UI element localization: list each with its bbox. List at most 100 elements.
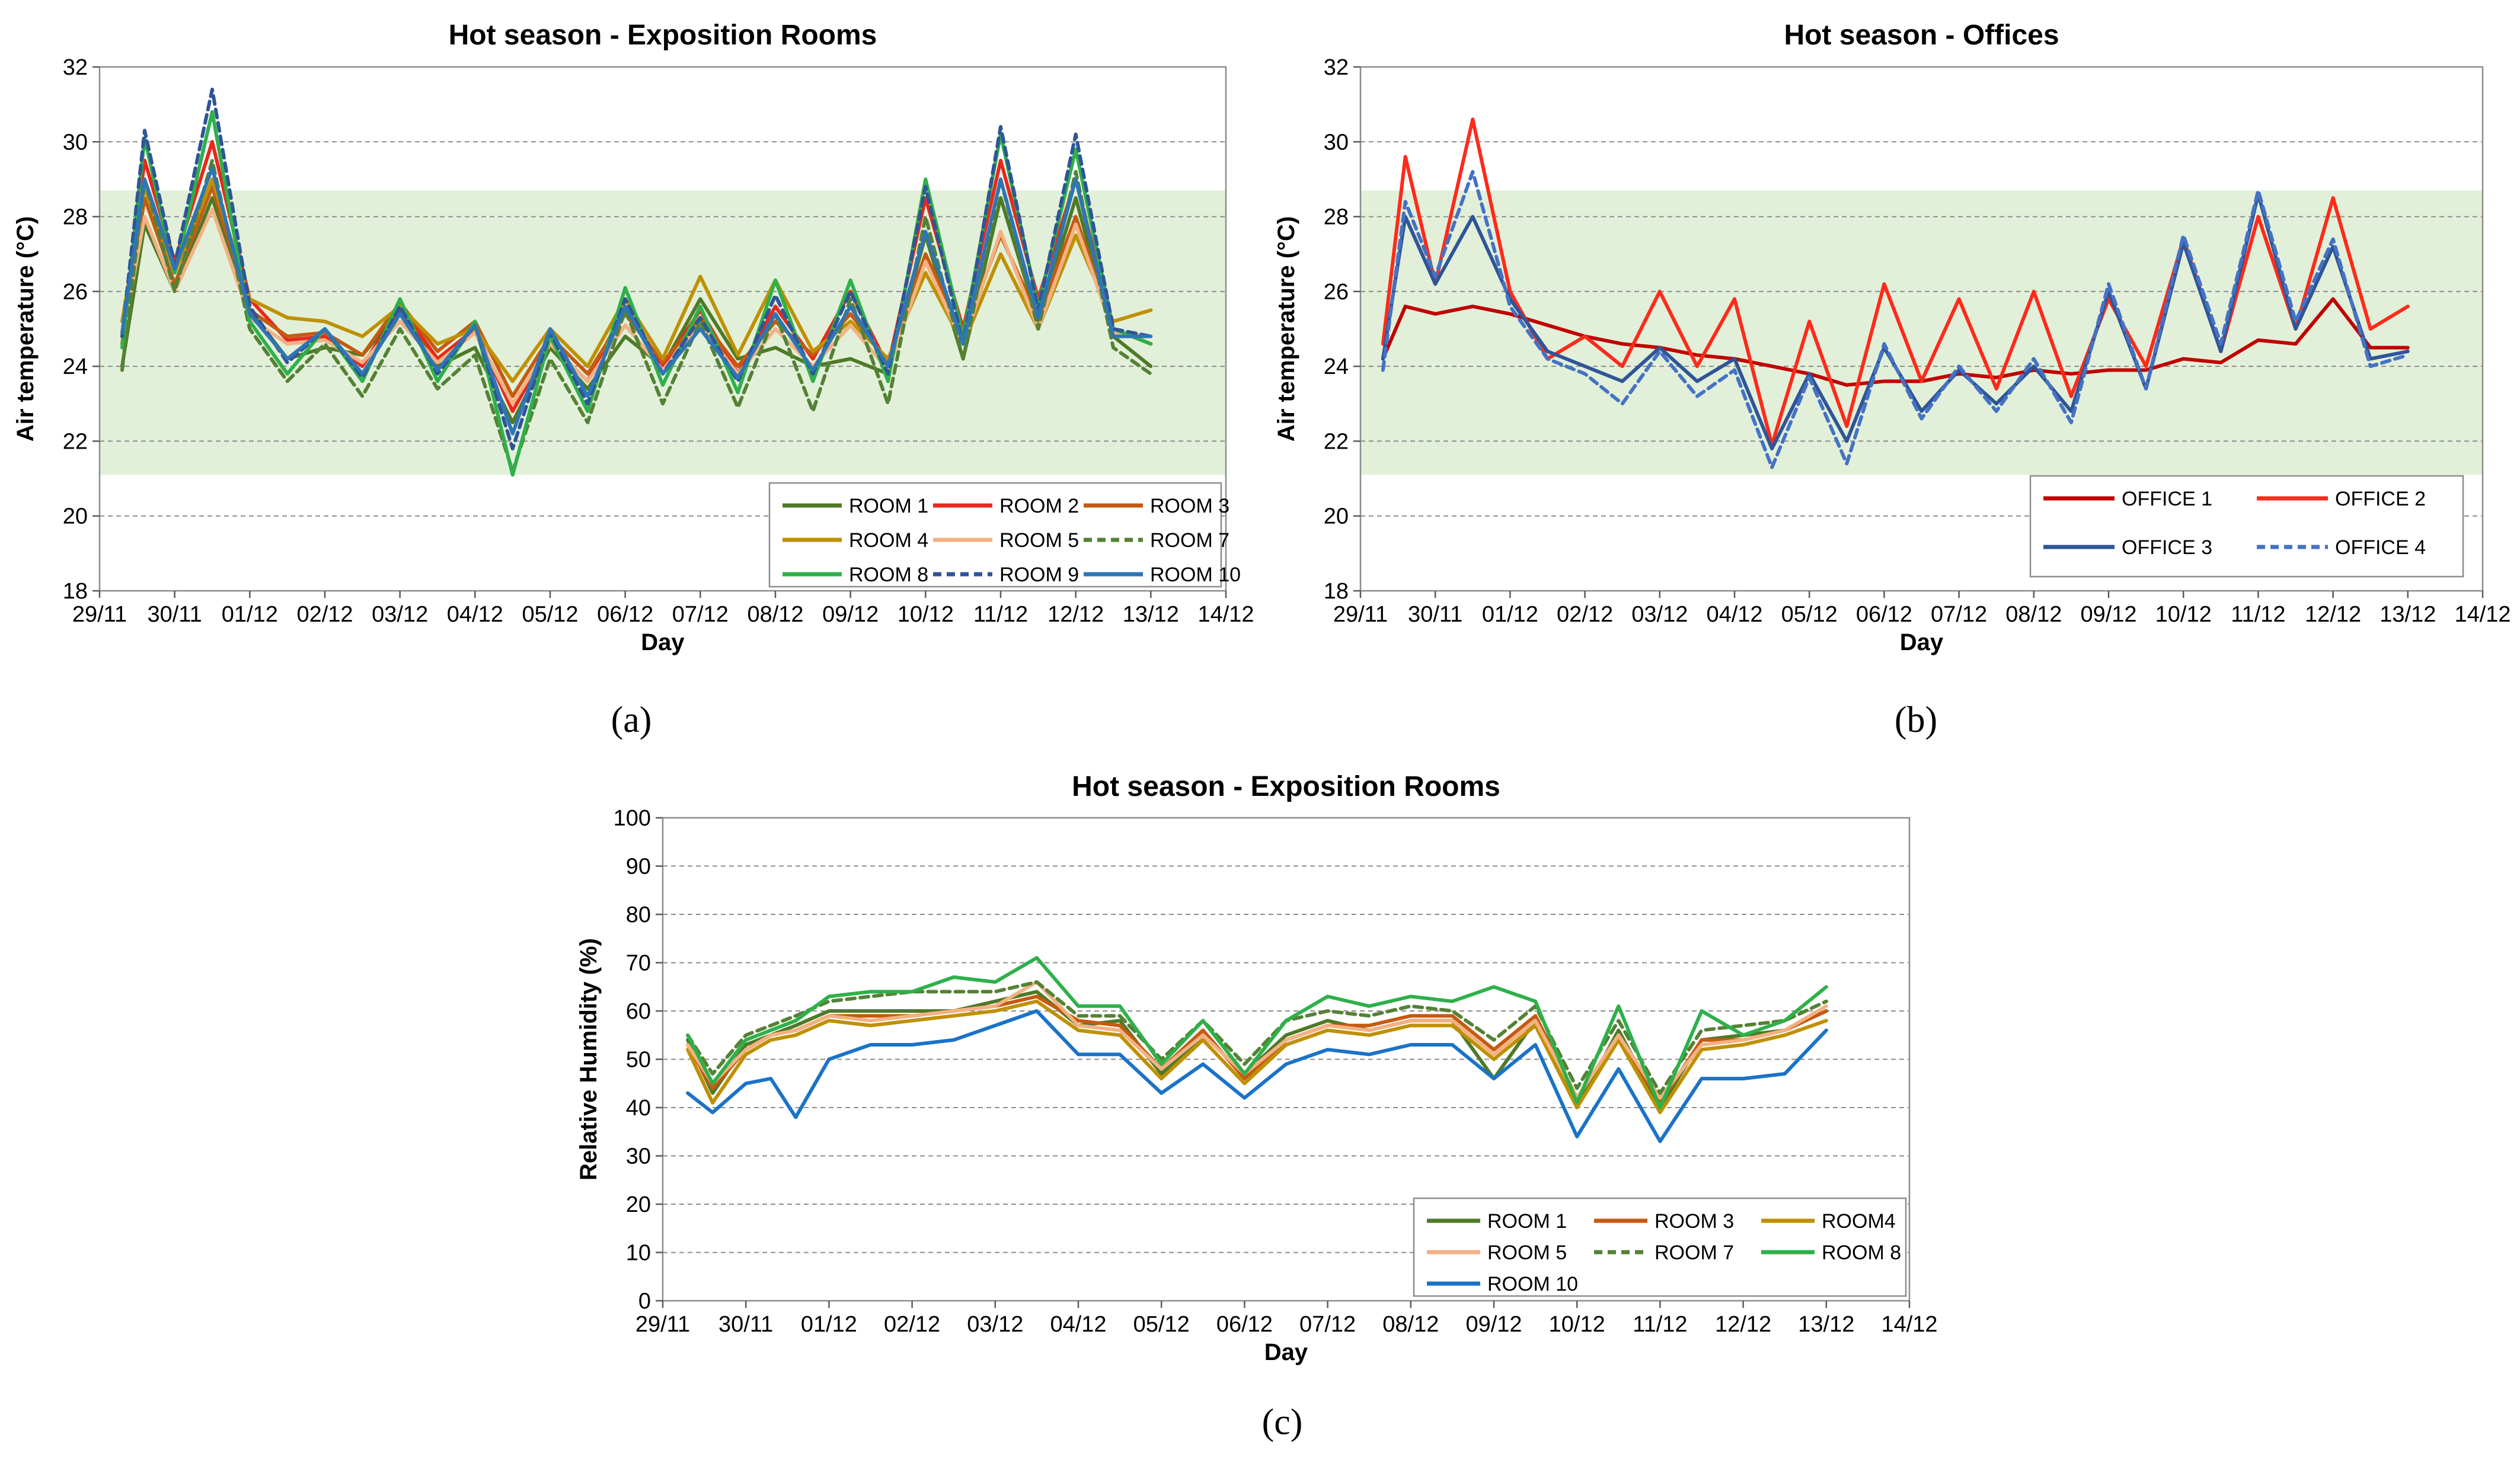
x-tick-label: 02/12 [296, 602, 353, 627]
x-tick-label: 29/11 [1333, 602, 1388, 627]
chart-b: 18 20 22 24 26 28 30 32 29/11 30/11 01/12 02/12 03/1… [1273, 20, 2511, 740]
x-tick-label: 03/12 [967, 1312, 1023, 1337]
y-tick-label: 100 [614, 806, 651, 831]
legend-label: ROOM 10 [1150, 564, 1241, 586]
y-tick-label: 20 [63, 504, 88, 529]
x-tick-label: 06/12 [1216, 1312, 1273, 1337]
legend-label: ROOM 10 [1487, 1273, 1578, 1295]
y-tick-label: 80 [626, 903, 651, 927]
legend-box [2029, 475, 2464, 578]
series-line-room-7 [686, 980, 1828, 1095]
chart-title: Hot season - Exposition Rooms [449, 20, 877, 51]
legend-label: ROOM 2 [999, 495, 1079, 517]
x-axis-label: Day [1264, 1339, 1308, 1365]
x-tick-label: 03/12 [1631, 602, 1688, 627]
y-tick-label: 28 [63, 205, 88, 230]
x-tick-label: 07/12 [672, 602, 729, 627]
x-tick-label: 02/12 [1557, 602, 1613, 627]
x-tick-label: 02/12 [884, 1312, 940, 1337]
x-tick-label: 29/11 [635, 1312, 690, 1337]
x-tick-label: 11/12 [2231, 602, 2285, 627]
y-tick-label: 20 [626, 1192, 651, 1217]
legend-label: ROOM 9 [999, 564, 1079, 586]
comfort-band [100, 190, 1226, 475]
panel-label: (b) [1895, 700, 1937, 740]
x-tick-label: 13/12 [2380, 602, 2436, 627]
legend-label: ROOM 8 [849, 564, 928, 586]
y-axis-label: Air temperature (°C) [12, 216, 39, 442]
x-axis-label: Day [641, 629, 685, 655]
panel-label: (a) [611, 700, 652, 740]
x-tick-label: 10/12 [1549, 1312, 1605, 1337]
y-tick-label: 30 [1324, 130, 1349, 155]
x-tick-label: 01/12 [1482, 602, 1538, 627]
x-tick-label: 10/12 [898, 602, 954, 627]
chart-title: Hot season - Exposition Rooms [1072, 771, 1500, 802]
x-tick-label: 11/12 [1633, 1312, 1687, 1337]
x-tick-label: 07/12 [1931, 602, 1987, 627]
legend-label: ROOM 7 [1150, 529, 1229, 552]
series-line-office-4 [1381, 169, 2410, 469]
x-tick-label: 30/11 [148, 602, 202, 627]
x-axis-label: Day [1900, 629, 1944, 655]
legend-label: ROOM4 [1822, 1210, 1896, 1233]
series-line-room4 [686, 999, 1828, 1115]
legend-label: OFFICE 2 [2335, 488, 2426, 510]
x-tick-label: 05/12 [1781, 602, 1838, 627]
legend-label: ROOM 3 [1150, 495, 1229, 517]
y-tick-label: 24 [1324, 354, 1349, 379]
x-tick-label: 11/12 [973, 602, 1028, 627]
y-tick-label: 20 [1324, 504, 1349, 529]
legend-label: OFFICE 1 [2122, 488, 2212, 510]
x-tick-label: 05/12 [1133, 1312, 1190, 1337]
y-tick-label: 32 [63, 55, 88, 80]
x-tick-label: 13/12 [1798, 1312, 1854, 1337]
series-line-room-8 [120, 110, 1153, 477]
x-tick-label: 01/12 [801, 1312, 857, 1337]
y-tick-label: 50 [626, 1048, 651, 1073]
x-tick-label: 01/12 [222, 602, 278, 627]
x-tick-label: 14/12 [2454, 602, 2511, 627]
legend-box [1413, 1197, 1907, 1297]
x-tick-label: 03/12 [372, 602, 428, 627]
y-tick-label: 18 [63, 579, 88, 604]
y-tick-label: 22 [1324, 429, 1349, 454]
legend-label: ROOM 5 [999, 529, 1079, 552]
legend-label: ROOM 5 [1487, 1242, 1567, 1264]
x-tick-label: 14/12 [1881, 1312, 1937, 1337]
x-tick-label: 08/12 [2005, 602, 2062, 627]
series-line-room-10 [686, 1009, 1828, 1143]
y-tick-label: 10 [626, 1241, 651, 1266]
x-tick-label: 06/12 [597, 602, 653, 627]
y-axis-label: Air temperature (°C) [1273, 216, 1299, 442]
y-tick-label: 28 [1324, 205, 1349, 230]
x-tick-label: 06/12 [1856, 602, 1912, 627]
y-tick-label: 24 [63, 354, 88, 379]
x-tick-label: 30/11 [718, 1312, 773, 1337]
y-tick-label: 30 [626, 1144, 651, 1169]
legend-label: ROOM 4 [849, 529, 928, 552]
y-tick-label: 90 [626, 855, 651, 879]
y-tick-label: 22 [63, 429, 88, 454]
x-tick-label: 09/12 [2080, 602, 2136, 627]
x-tick-label: 30/11 [1408, 602, 1462, 627]
y-tick-label: 70 [626, 951, 651, 976]
chart-a: 18 20 22 24 26 28 30 32 29/11 30/11 01/12 02/12 03/1… [12, 20, 1254, 740]
x-tick-label: 09/12 [822, 602, 879, 627]
x-tick-label: 09/12 [1465, 1312, 1522, 1337]
legend-label: OFFICE 4 [2335, 536, 2426, 559]
x-tick-label: 08/12 [1382, 1312, 1439, 1337]
chart-title: Hot season - Offices [1784, 20, 2059, 51]
series-line-room-5 [686, 980, 1828, 1100]
legend-label: ROOM 8 [1822, 1242, 1901, 1264]
legend-label: OFFICE 3 [2122, 536, 2212, 559]
panel-label: (c) [1262, 1402, 1303, 1442]
y-tick-label: 26 [1324, 280, 1349, 305]
y-tick-label: 30 [63, 130, 88, 155]
plot-border [1359, 66, 2484, 592]
y-axis-label: Relative Humidity (%) [576, 938, 602, 1180]
y-tick-label: 40 [626, 1096, 651, 1121]
x-tick-label: 04/12 [447, 602, 503, 627]
y-tick-label: 18 [1324, 579, 1349, 604]
